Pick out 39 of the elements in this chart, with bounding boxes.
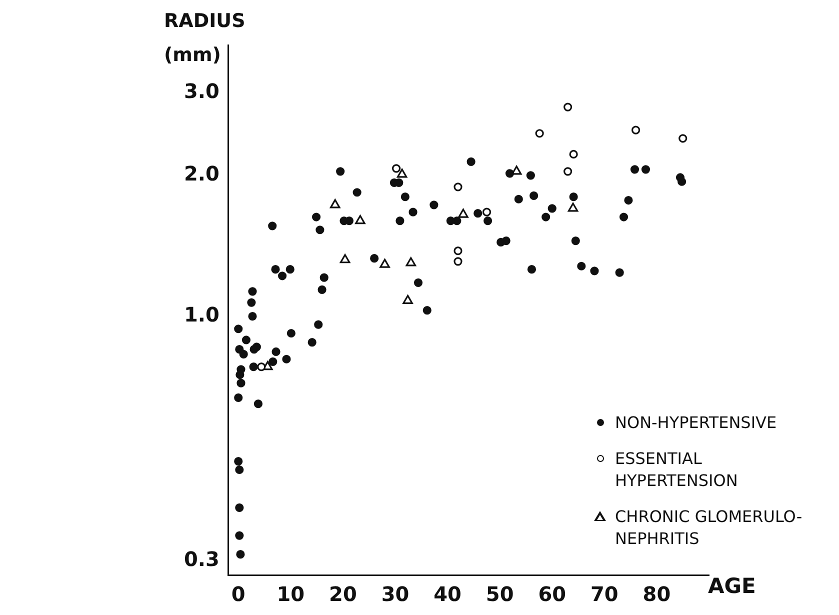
point <box>569 150 578 159</box>
point <box>392 164 401 173</box>
x-tick-label: 70 <box>590 582 618 606</box>
point <box>257 362 266 372</box>
legend-label: NON-HYPERTENSIVE <box>615 412 778 434</box>
x-tick-label: 80 <box>642 582 671 606</box>
point <box>355 214 366 224</box>
y-tick-label: 2.0 <box>184 162 220 186</box>
x-tick-label: 60 <box>538 582 566 606</box>
point <box>454 257 462 266</box>
point <box>458 208 468 218</box>
point <box>380 258 390 268</box>
point <box>454 182 462 192</box>
point <box>564 167 572 176</box>
point <box>678 134 688 143</box>
x-tick-label: 30 <box>381 582 410 606</box>
point <box>564 102 572 112</box>
point <box>406 257 416 266</box>
x-tick-label: 50 <box>486 582 514 606</box>
legend-label: CHRONIC GLOMERULO-NEPHRITIS <box>615 506 804 550</box>
x-tick-label: 40 <box>434 582 462 606</box>
x-axis-title: AGE <box>708 574 756 598</box>
point <box>330 199 340 208</box>
point <box>535 129 544 138</box>
legend-label: ESSENTIAL HYPERTENSION <box>615 448 739 492</box>
x-tick-label: 10 <box>276 582 305 606</box>
point <box>402 294 413 304</box>
point <box>396 168 408 178</box>
y-axis-title: RADIUS (mm) <box>164 9 246 68</box>
y-tick-label: 1.0 <box>184 302 220 327</box>
point <box>568 202 578 212</box>
x-tick-label: 0 <box>231 582 246 606</box>
y-tick-label: 3.0 <box>184 79 220 104</box>
point <box>340 254 350 264</box>
x-tick-label: 20 <box>329 582 357 606</box>
y-tick-label: 0.3 <box>184 547 220 572</box>
point <box>454 246 462 256</box>
point <box>482 208 492 216</box>
point <box>631 126 640 134</box>
